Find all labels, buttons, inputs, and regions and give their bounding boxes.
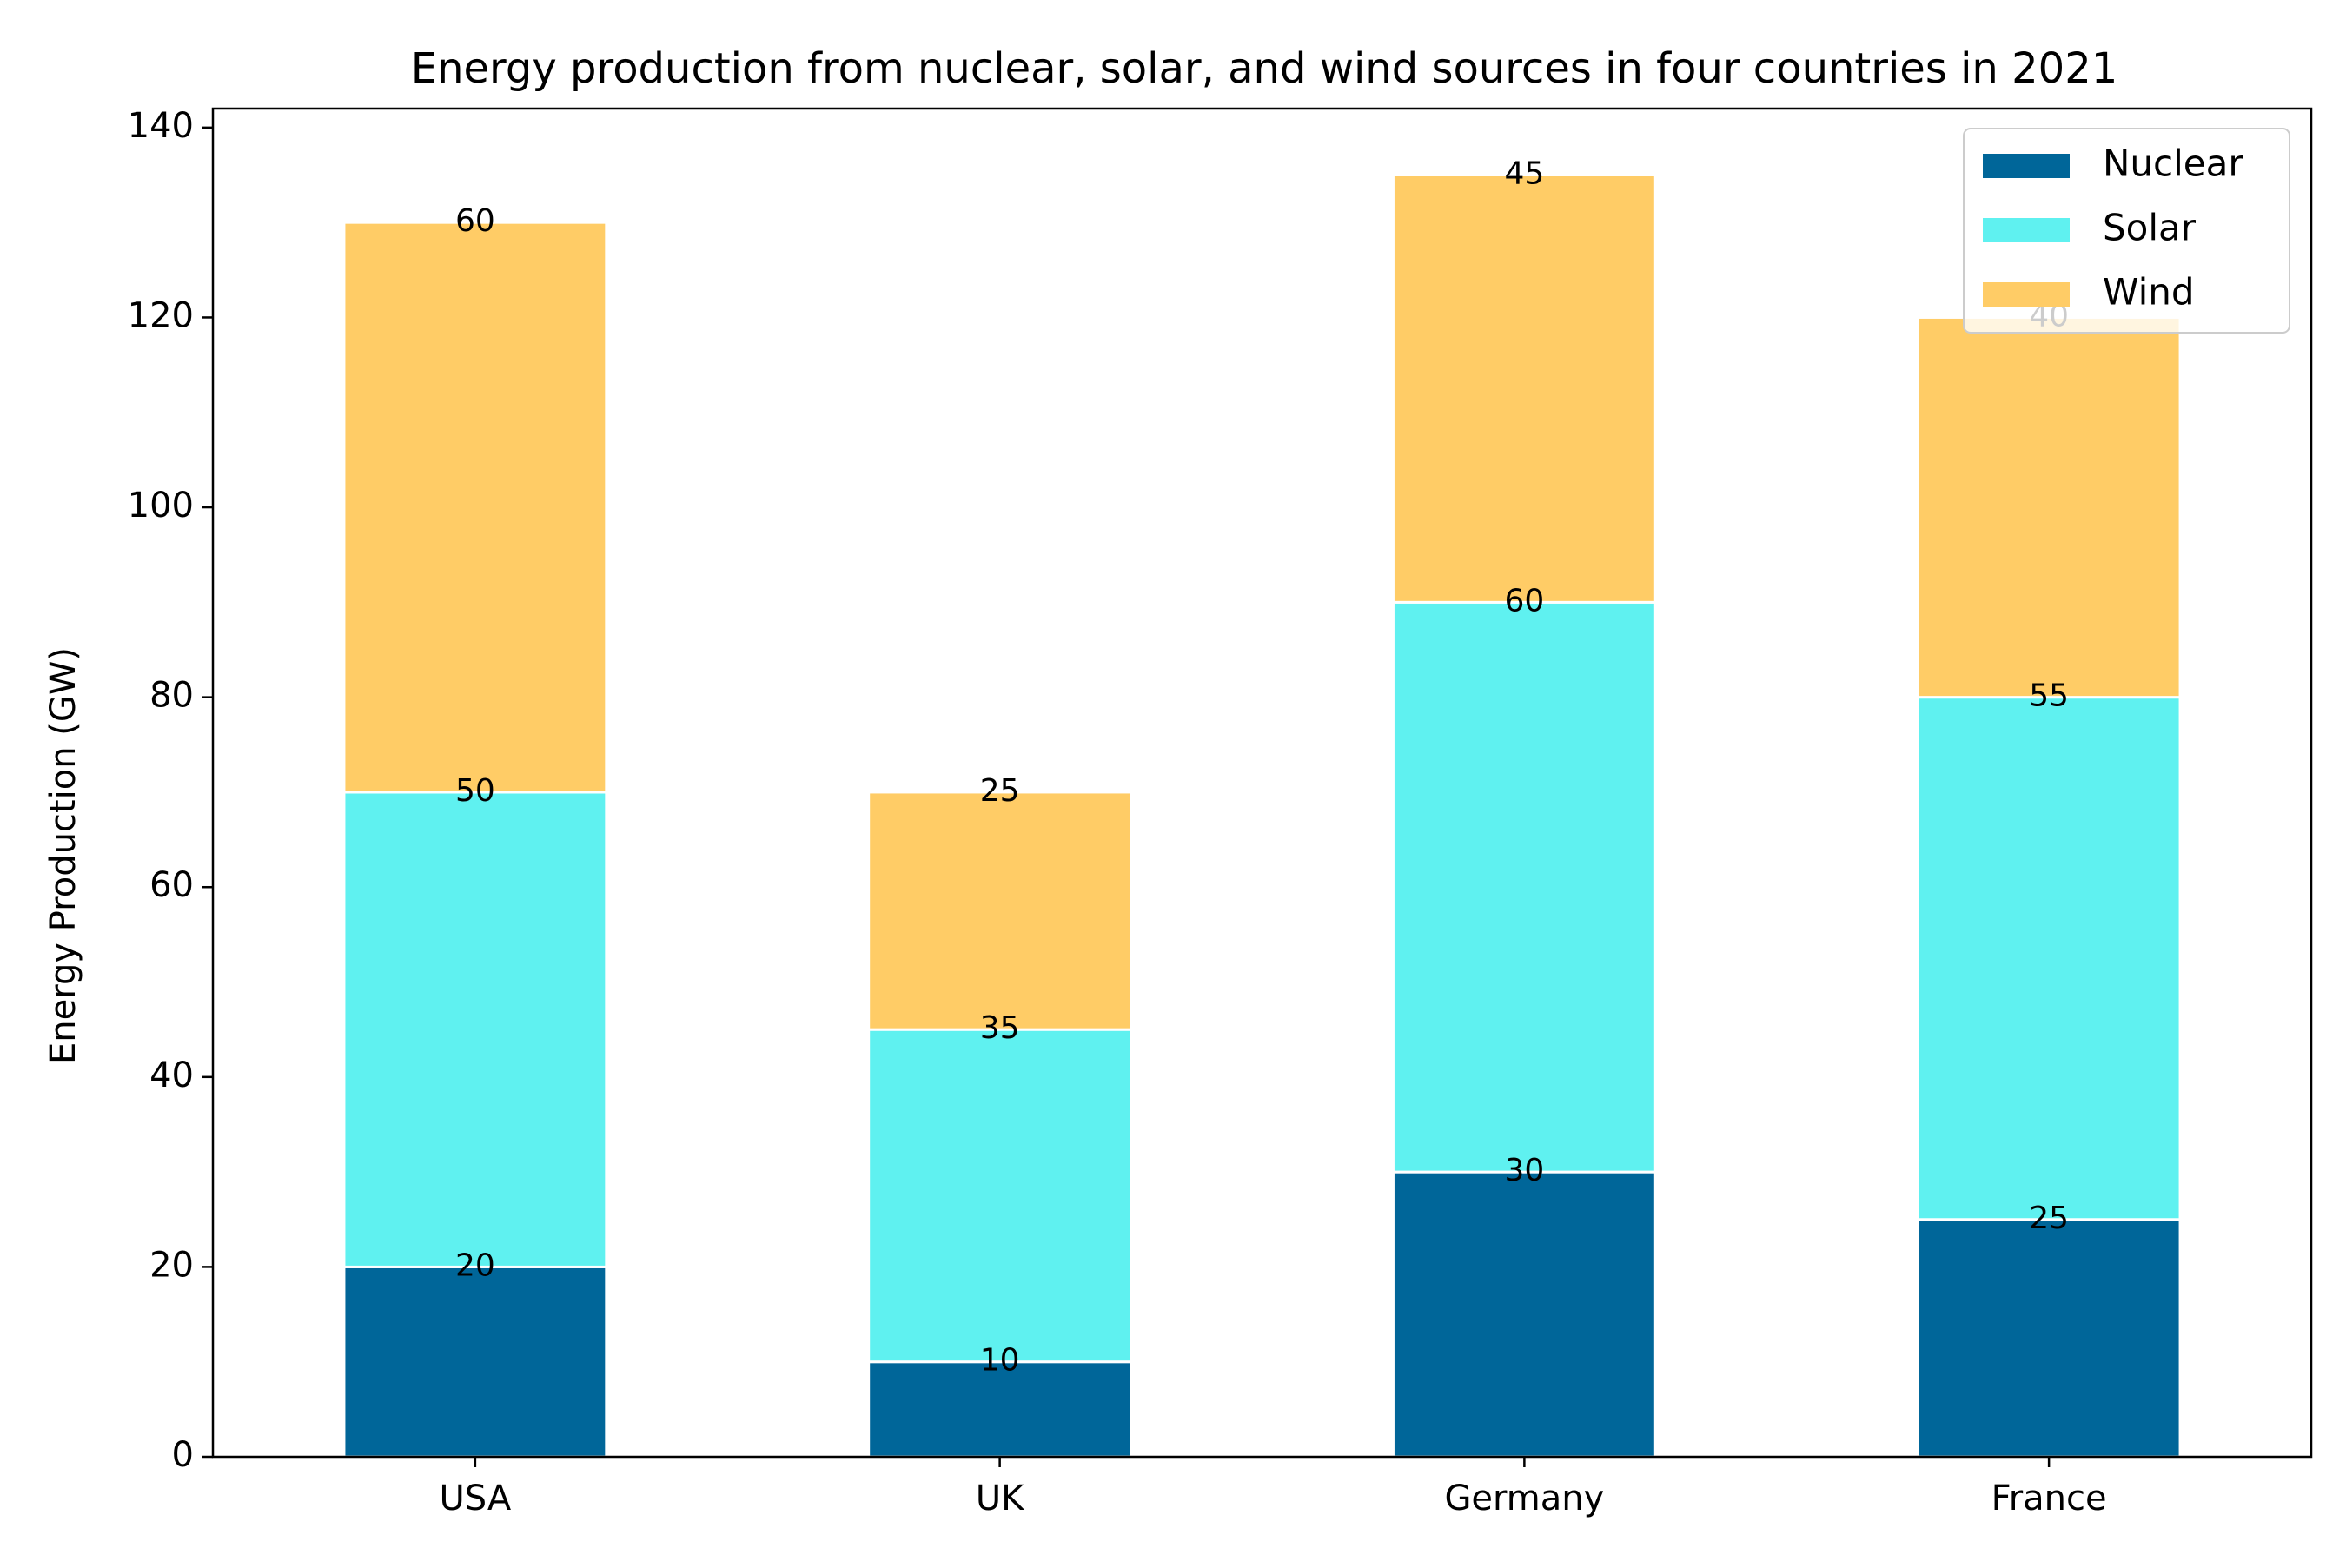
data-label-germany-solar: 60 [1504,583,1544,619]
y-tick-label: 20 [149,1245,194,1285]
y-tick-label: 0 [172,1435,194,1475]
data-label-uk-solar: 35 [980,1010,1020,1046]
legend-swatch-wind [1983,282,2070,307]
legend-label-solar: Solar [2103,207,2197,249]
y-tick-label: 100 [128,486,194,526]
y-tick-label: 80 [149,676,194,716]
legend-label-nuclear: Nuclear [2103,142,2243,185]
x-tick-label: USA [439,1479,511,1518]
data-label-usa-wind: 60 [455,203,495,239]
legend: Nuclear Solar Wind [1963,128,2290,334]
bars-layer [342,174,2182,1459]
bar-usa-wind [342,221,608,794]
axes-layer: 0 20 40 60 80 100 120 140 USA UK Germany France [128,106,2313,1518]
y-tick-label: 140 [128,106,194,146]
data-label-usa-nuclear: 20 [455,1247,495,1283]
bar-germany-solar [1391,600,1657,1174]
legend-swatch-nuclear [1983,154,2070,178]
x-tick-label: France [1991,1479,2107,1518]
x-tick-label: UK [976,1479,1025,1518]
data-label-uk-wind: 25 [980,773,1020,809]
bar-france-nuclear [1916,1218,2182,1459]
bar-france-wind [1916,315,2182,699]
legend-box [1963,128,2290,334]
data-label-france-nuclear: 25 [2029,1201,2069,1236]
x-tick-label: Germany [1444,1479,1604,1518]
data-label-usa-solar: 50 [455,773,495,809]
chart-title: Energy production from nuclear, solar, a… [411,44,2118,93]
data-label-germany-wind: 45 [1504,156,1544,192]
y-axis-label: Energy Production (GW) [43,647,83,1064]
legend-label-wind: Wind [2103,271,2195,314]
bar-germany-nuclear [1391,1170,1657,1459]
legend-swatch-solar [1983,218,2070,242]
bar-usa-nuclear [342,1265,608,1459]
bar-uk-solar [867,1028,1133,1364]
y-tick-label: 40 [149,1055,194,1095]
bar-germany-wind [1391,174,1657,604]
data-label-germany-nuclear: 30 [1504,1153,1544,1188]
data-label-france-solar: 55 [2029,678,2069,714]
bar-uk-wind [867,791,1133,1031]
y-tick-label: 60 [149,865,194,905]
bar-usa-solar [342,791,608,1268]
data-labels-layer: 205060103525306045255540 [455,156,2069,1379]
y-tick-label: 120 [128,295,194,335]
data-label-uk-nuclear: 10 [980,1343,1020,1379]
bar-france-solar [1916,696,2182,1221]
plot-frame [211,107,2313,1459]
